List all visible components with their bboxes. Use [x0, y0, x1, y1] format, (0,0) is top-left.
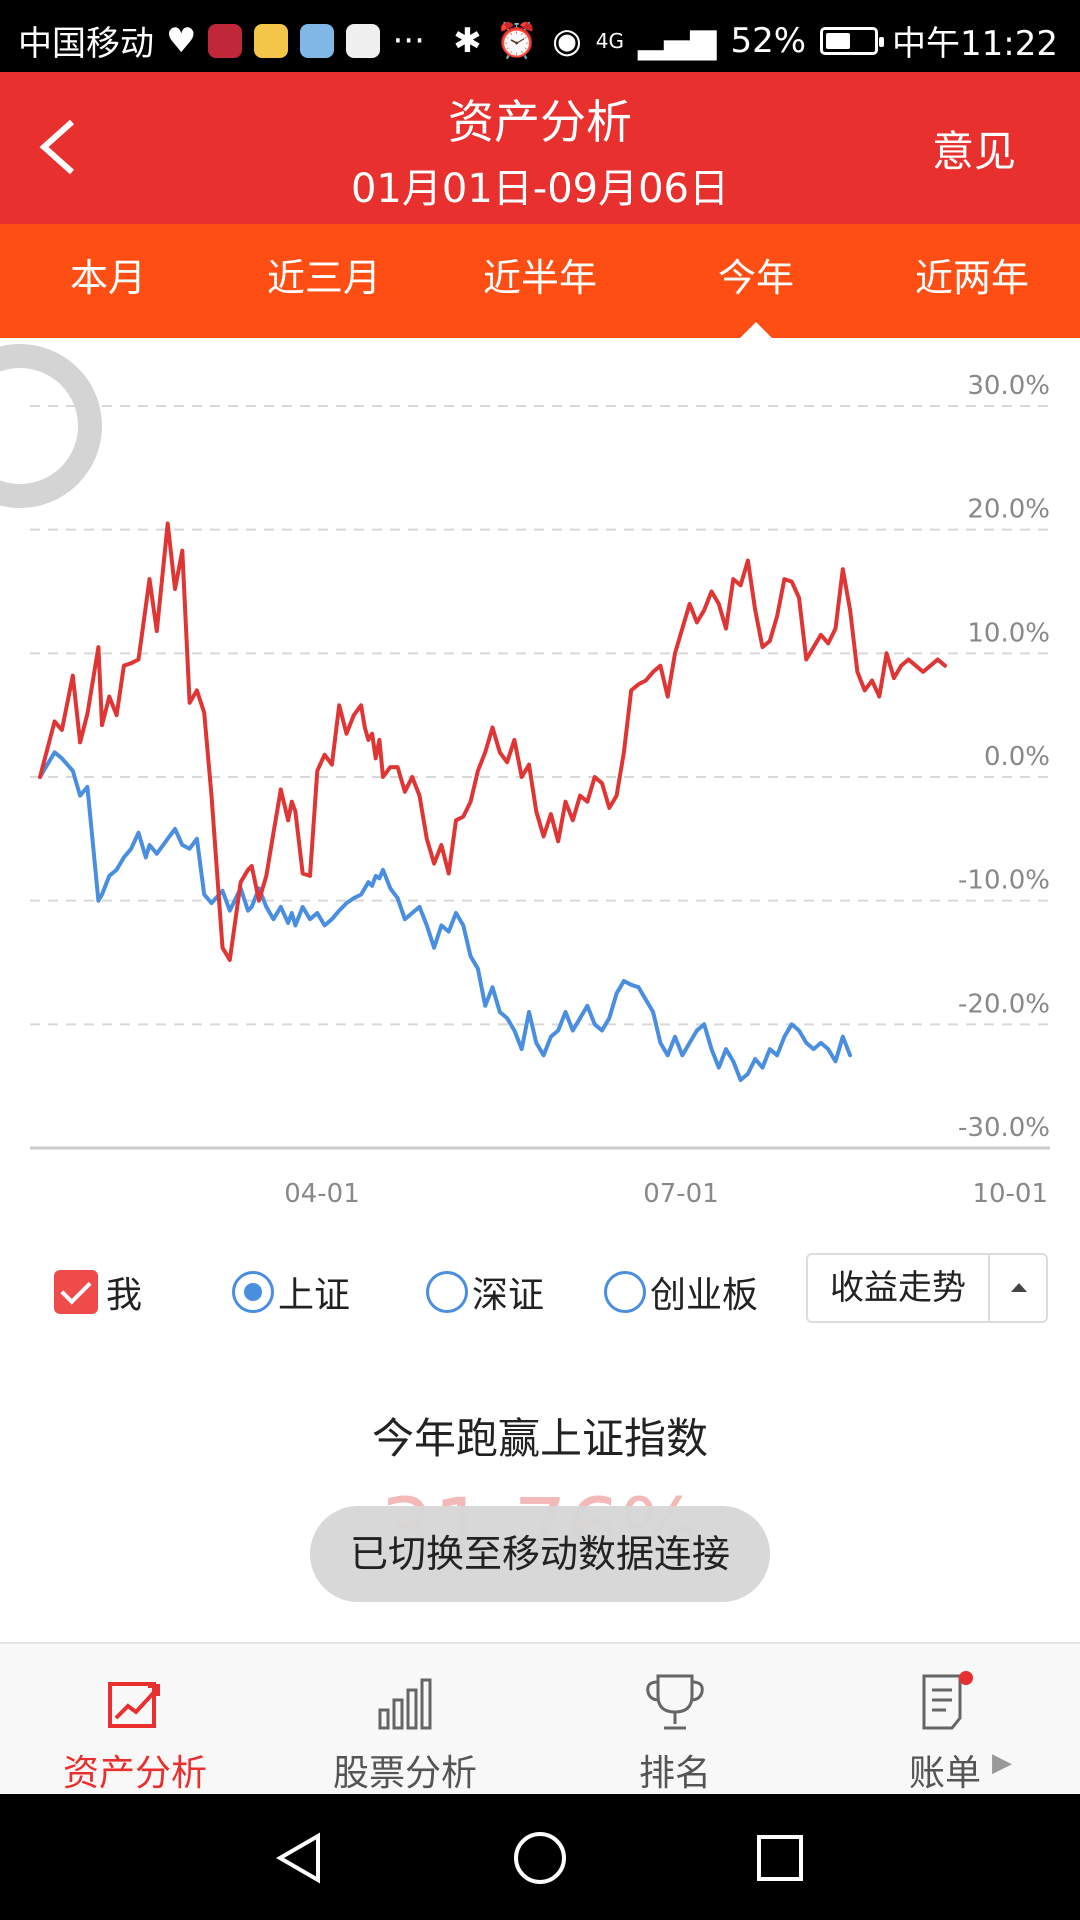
y-tick-label: 20.0%: [967, 495, 1050, 525]
signal-icon: ▂▄▆: [637, 20, 717, 61]
series-line-shanghai: [38, 750, 853, 1082]
legend-me-label: 我: [106, 1275, 143, 1316]
nav-asset-analysis[interactable]: 资产分析: [0, 1644, 270, 1796]
series-line-me: [38, 521, 947, 962]
tab-this-year[interactable]: 今年: [648, 224, 864, 338]
y-tick-label: -30.0%: [958, 1113, 1050, 1143]
radio-chinext[interactable]: [604, 1271, 646, 1313]
nav-bill-label: 账单: [908, 1753, 981, 1794]
caret-right-icon: ▶: [992, 1748, 1012, 1778]
loading-spinner: [0, 344, 102, 508]
chart-mode-select[interactable]: 收益走势: [806, 1253, 1048, 1323]
nav-ranking-label: 排名: [638, 1753, 711, 1794]
alarm-icon: ⏰: [495, 20, 539, 61]
feedback-button[interactable]: 意见: [931, 127, 1016, 176]
nav-bill[interactable]: 账单 ▶: [810, 1644, 1080, 1796]
tab-this-month[interactable]: 本月: [69, 256, 146, 300]
nav-stock-analysis-label: 股票分析: [332, 1753, 477, 1794]
bill-icon: [922, 1671, 973, 1730]
legend-shanghai[interactable]: 上证: [232, 1266, 350, 1318]
nav-back-icon[interactable]: [270, 1828, 330, 1888]
y-tick-label: -10.0%: [958, 866, 1050, 896]
back-button[interactable]: [20, 102, 110, 192]
alipay-app-icon: [300, 23, 335, 58]
battery-icon: [820, 26, 885, 55]
legend-chinext-label: 创业板: [650, 1275, 759, 1316]
checkbox-me[interactable]: [54, 1270, 98, 1314]
battery-percent: 52%: [730, 20, 807, 61]
huawei-app-icon: [208, 23, 243, 58]
bottom-nav: 资产分析 股票分析 排名 账单 ▶: [0, 1642, 1080, 1796]
return-chart: 30.0% 20.0% 10.0% 0.0% -10.0% -20.0% -30.0% 04-…: [0, 344, 1050, 1209]
nav-asset-analysis-label: 资产分析: [62, 1753, 207, 1794]
legend-me[interactable]: 我: [54, 1266, 142, 1318]
weibo-app-icon: [254, 23, 289, 58]
nav-ranking[interactable]: 排名: [540, 1644, 810, 1796]
58-app-icon: [346, 23, 381, 58]
nav-home-icon[interactable]: [510, 1828, 570, 1888]
legend-shenzhen-label: 深证: [472, 1275, 545, 1316]
toast-message: 已切换至移动数据连接: [310, 1506, 770, 1602]
x-tick-label: 07-01: [643, 1179, 719, 1209]
clock-time: 中午11:22: [892, 24, 1058, 64]
tab-half-year[interactable]: 近半年: [482, 256, 597, 300]
legend-shenzhen[interactable]: 深证: [426, 1266, 544, 1318]
radio-shenzhen[interactable]: [426, 1271, 468, 1313]
nav-recents-icon[interactable]: [750, 1828, 810, 1888]
chevron-left-icon: [39, 119, 74, 175]
legend-chinext[interactable]: 创业板: [604, 1266, 758, 1318]
x-tick-label: 10-01: [972, 1179, 1048, 1209]
eye-icon: ◉: [552, 20, 582, 61]
network-type: 4G: [595, 28, 624, 53]
y-tick-label: 30.0%: [967, 371, 1050, 401]
caret-up-icon: [990, 1255, 1046, 1321]
page-title: 资产分析: [448, 95, 632, 149]
asset-analysis-icon: [108, 1682, 160, 1728]
carrier-name: 中国移动: [18, 24, 154, 64]
nav-stock-analysis[interactable]: 股票分析: [270, 1644, 540, 1796]
y-tick-label: 0.0%: [984, 742, 1050, 772]
date-range: 01月01日-09月06日: [350, 166, 730, 212]
y-tick-label: -20.0%: [958, 989, 1050, 1019]
system-nav-bar: [0, 1794, 1080, 1920]
chart-mode-value: 收益走势: [808, 1255, 990, 1321]
trophy-icon: [646, 1674, 704, 1730]
period-tabs: 本月 近三月 近半年 今年 近两年: [0, 224, 1080, 338]
radio-shanghai[interactable]: [232, 1271, 274, 1313]
page-header: 资产分析 01月01日-09月06日 意见: [0, 72, 1080, 224]
notification-badge: [959, 1671, 973, 1685]
tab-three-months[interactable]: 近三月: [266, 256, 381, 300]
legend-shanghai-label: 上证: [278, 1275, 351, 1316]
more-notifications: ···: [392, 20, 425, 61]
bluetooth-icon: ✱: [453, 20, 482, 61]
heart-icon: ♥: [166, 20, 197, 61]
chart-legend: 我 上证 深证 创业板: [0, 1250, 1080, 1330]
status-bar: 中国移动 ♥ ··· ✱ ⏰ ◉ 4G ▂▄▆ 52% 中午11:22: [0, 0, 1080, 72]
summary-heading: 今年跑赢上证指数: [371, 1414, 708, 1463]
x-tick-label: 04-01: [284, 1179, 360, 1209]
y-tick-label: 10.0%: [967, 618, 1050, 648]
bar-chart-icon: [378, 1678, 432, 1730]
tab-two-years[interactable]: 近两年: [914, 256, 1029, 300]
